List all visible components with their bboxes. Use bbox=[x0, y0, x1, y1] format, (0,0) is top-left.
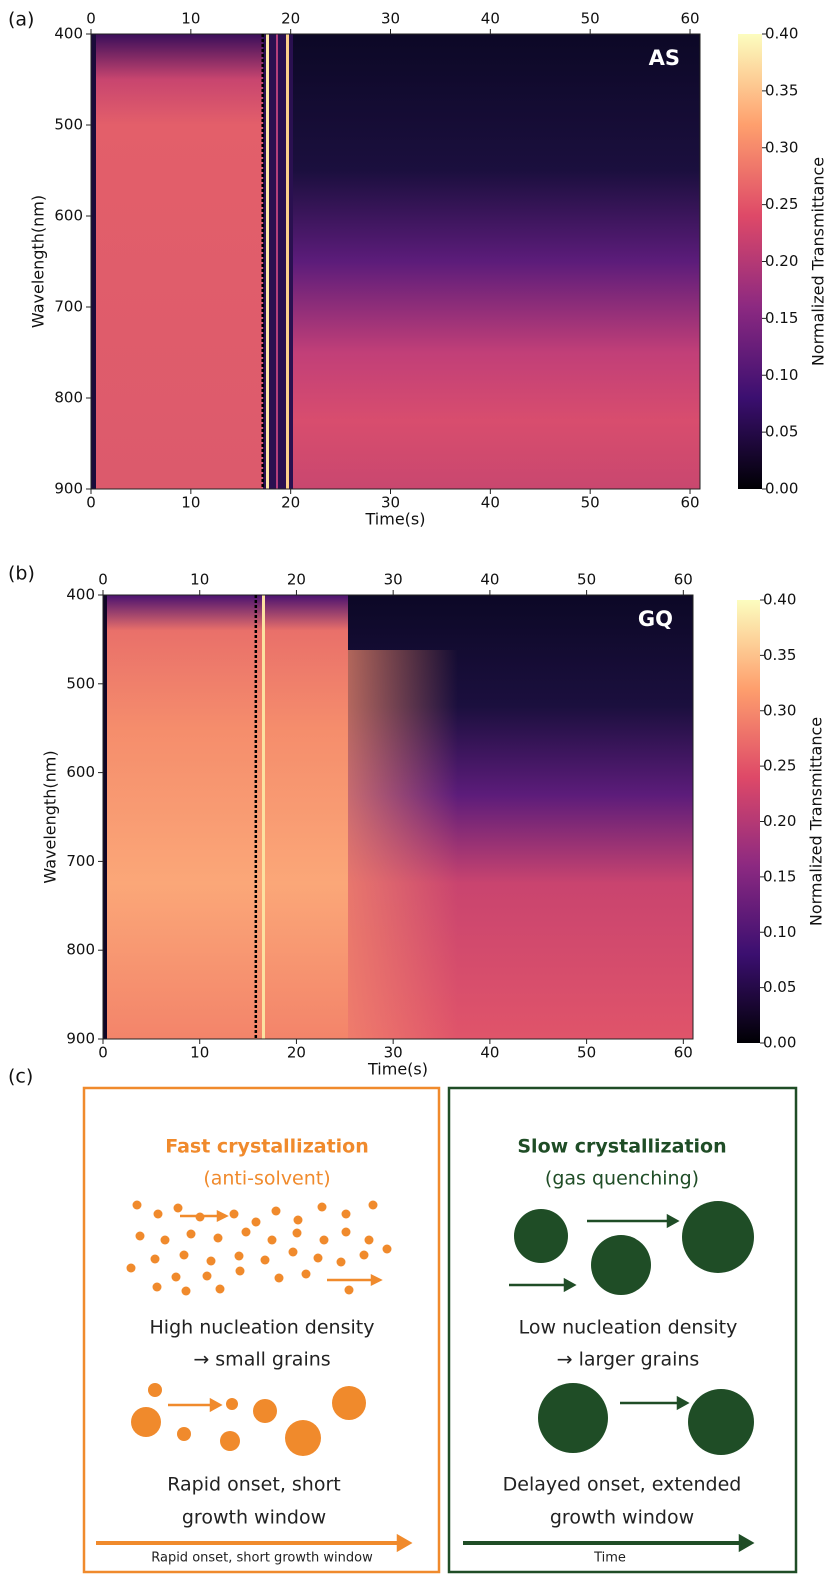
panel-label: (b) bbox=[8, 563, 35, 585]
colorbar-tick-label: 0.35 bbox=[763, 646, 796, 664]
box-subtitle: (gas quenching) bbox=[545, 1168, 699, 1190]
panel-tag: AS bbox=[649, 46, 680, 70]
colorbar-tick-label: 0.05 bbox=[763, 978, 796, 996]
colorbar-tick-label: 0.30 bbox=[765, 138, 798, 156]
colorbar bbox=[737, 600, 760, 1043]
x-tick-label: 30 bbox=[384, 1044, 403, 1062]
box bbox=[447, 1086, 798, 1574]
x-tick-label: 40 bbox=[481, 494, 500, 512]
colorbar-label: Normalized Transmittance bbox=[807, 717, 826, 926]
x-tick-label-top: 50 bbox=[581, 10, 600, 28]
x-axis-label: Time(s) bbox=[365, 510, 426, 529]
colorbar-tick-label: 0.35 bbox=[765, 81, 798, 99]
colorbar bbox=[738, 34, 762, 489]
arrows bbox=[96, 1209, 413, 1553]
y-tick-label: 400 bbox=[54, 25, 83, 43]
x-tick-label: 20 bbox=[287, 1044, 306, 1062]
colorbar-tick-label: 0.25 bbox=[765, 195, 798, 213]
x-tick-label-top: 50 bbox=[577, 571, 596, 589]
colorbar-tick-label: 0.15 bbox=[765, 309, 798, 327]
x-tick-label: 20 bbox=[281, 494, 300, 512]
arrow-label: Time bbox=[593, 1551, 626, 1566]
x-tick-label-top: 60 bbox=[680, 10, 699, 28]
plot-frame bbox=[102, 594, 694, 1040]
x-tick-label-top: 20 bbox=[281, 10, 300, 28]
colorbar-tick-label: 0.05 bbox=[765, 423, 798, 441]
x-tick-label: 10 bbox=[190, 1044, 209, 1062]
x-tick-label-top: 40 bbox=[481, 10, 500, 28]
caption: growth window bbox=[182, 1507, 326, 1529]
x-tick-label: 40 bbox=[480, 1044, 499, 1062]
box bbox=[82, 1086, 441, 1574]
y-tick-label: 500 bbox=[54, 116, 83, 134]
caption: Low nucleation density bbox=[519, 1317, 738, 1339]
panel-tag: GQ bbox=[638, 607, 673, 631]
colorbar-tick-label: 0.20 bbox=[763, 812, 796, 830]
x-tick-label: 50 bbox=[577, 1044, 596, 1062]
colorbar-tick-label: 0.00 bbox=[763, 1034, 796, 1052]
y-tick-label: 800 bbox=[66, 941, 95, 959]
x-axis-label: Time(s) bbox=[367, 1060, 428, 1079]
x-tick-label-top: 20 bbox=[287, 571, 306, 589]
caption: Rapid onset, short bbox=[167, 1474, 340, 1496]
arrows bbox=[463, 1213, 755, 1553]
x-tick-label: 30 bbox=[381, 494, 400, 512]
caption: growth window bbox=[550, 1507, 694, 1529]
diagram: (c) Fast crystallization (anti-solvent) … bbox=[8, 1066, 798, 1574]
colorbar-label: Normalized Transmittance bbox=[809, 157, 828, 366]
x-tick-label: 10 bbox=[181, 494, 200, 512]
caption: → small grains bbox=[193, 1349, 330, 1371]
colorbar-tick-label: 0.40 bbox=[763, 591, 796, 609]
x-tick-label-top: 10 bbox=[190, 571, 209, 589]
colorbar-tick-label: 0.00 bbox=[765, 480, 798, 498]
y-tick-label: 600 bbox=[66, 763, 95, 781]
y-tick-label: 900 bbox=[54, 480, 83, 498]
caption: → larger grains bbox=[557, 1349, 700, 1371]
y-axis-label: Wavelength(nm) bbox=[29, 195, 48, 328]
x-tick-label: 60 bbox=[680, 494, 699, 512]
x-tick-label-top: 30 bbox=[384, 571, 403, 589]
x-tick-label: 60 bbox=[674, 1044, 693, 1062]
colorbar-tick-label: 0.40 bbox=[765, 25, 798, 43]
arrow-label: Rapid onset, short growth window bbox=[151, 1551, 373, 1566]
panel-label: (c) bbox=[8, 1066, 33, 1088]
y-tick-label: 700 bbox=[66, 852, 95, 870]
panel-label: (a) bbox=[8, 9, 34, 31]
x-tick-label-top: 0 bbox=[98, 571, 108, 589]
x-tick-label-top: 0 bbox=[86, 10, 96, 28]
x-tick-label: 50 bbox=[581, 494, 600, 512]
x-tick-label: 0 bbox=[86, 494, 96, 512]
y-axis-label: Wavelength(nm) bbox=[41, 750, 60, 883]
x-tick-label-top: 60 bbox=[674, 571, 693, 589]
x-tick-label-top: 30 bbox=[381, 10, 400, 28]
y-tick-label: 700 bbox=[54, 298, 83, 316]
x-tick-label-top: 40 bbox=[480, 571, 499, 589]
caption: Delayed onset, extended bbox=[503, 1474, 742, 1496]
colorbar-tick-label: 0.30 bbox=[763, 701, 796, 719]
x-tick-label: 0 bbox=[98, 1044, 108, 1062]
box-title: Slow crystallization bbox=[517, 1136, 726, 1158]
caption: High nucleation density bbox=[150, 1317, 375, 1339]
box-subtitle: (anti-solvent) bbox=[203, 1168, 330, 1190]
heatmap-image bbox=[91, 34, 700, 1039]
box-title: Fast crystallization bbox=[165, 1136, 369, 1158]
colorbar-tick-label: 0.25 bbox=[763, 757, 796, 775]
x-tick-label-top: 10 bbox=[181, 10, 200, 28]
y-tick-label: 800 bbox=[54, 389, 83, 407]
y-tick-label: 900 bbox=[66, 1030, 95, 1048]
y-tick-label: 500 bbox=[66, 674, 95, 692]
axes: (a)AS00101020203030404050506060400500600… bbox=[8, 9, 828, 1079]
grains bbox=[514, 1201, 754, 1455]
y-tick-label: 400 bbox=[66, 586, 95, 604]
colorbar-tick-label: 0.20 bbox=[765, 252, 798, 270]
grains bbox=[126, 1200, 392, 1456]
colorbar-tick-label: 0.10 bbox=[765, 366, 798, 384]
colorbar-tick-label: 0.10 bbox=[763, 923, 796, 941]
colorbar-tick-label: 0.15 bbox=[763, 867, 796, 885]
y-tick-label: 600 bbox=[54, 207, 83, 225]
plot-frame bbox=[90, 33, 701, 490]
